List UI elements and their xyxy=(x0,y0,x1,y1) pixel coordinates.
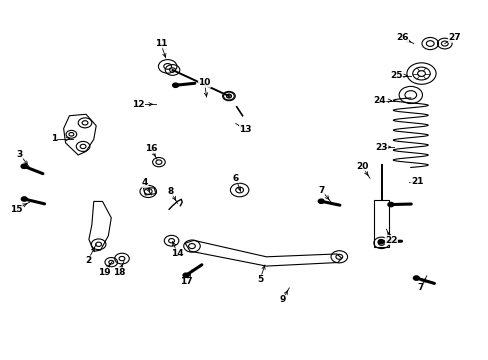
Circle shape xyxy=(377,239,383,244)
Text: 10: 10 xyxy=(198,78,210,87)
Text: 15: 15 xyxy=(10,205,22,214)
Text: 20: 20 xyxy=(355,162,367,171)
Text: 8: 8 xyxy=(167,187,173,196)
Circle shape xyxy=(21,164,27,168)
Text: 24: 24 xyxy=(373,96,385,105)
Text: 12: 12 xyxy=(132,100,144,109)
Circle shape xyxy=(387,202,393,207)
Text: 11: 11 xyxy=(154,39,167,48)
Text: 7: 7 xyxy=(318,185,324,194)
Text: 18: 18 xyxy=(113,268,125,277)
Text: 2: 2 xyxy=(84,256,91,265)
Text: 1: 1 xyxy=(51,134,57,143)
Text: 25: 25 xyxy=(389,71,402,80)
Text: 19: 19 xyxy=(98,268,111,277)
Text: 27: 27 xyxy=(447,33,460,42)
Circle shape xyxy=(172,83,178,87)
Text: 4: 4 xyxy=(142,178,148,187)
Text: 14: 14 xyxy=(171,249,183,258)
Circle shape xyxy=(412,276,418,280)
Text: 6: 6 xyxy=(232,174,238,183)
Text: 22: 22 xyxy=(385,235,397,244)
Text: 26: 26 xyxy=(395,33,408,42)
Text: 9: 9 xyxy=(279,295,285,304)
Text: 17: 17 xyxy=(180,277,192,286)
Text: 23: 23 xyxy=(375,143,387,152)
Circle shape xyxy=(183,273,188,278)
Text: 13: 13 xyxy=(239,125,251,134)
Text: 3: 3 xyxy=(17,150,23,159)
Text: 21: 21 xyxy=(410,177,423,186)
Bar xyxy=(373,199,388,247)
Circle shape xyxy=(318,199,324,203)
Circle shape xyxy=(21,197,27,201)
Text: 7: 7 xyxy=(416,283,423,292)
Text: 16: 16 xyxy=(144,144,157,153)
Text: 5: 5 xyxy=(256,275,263,284)
